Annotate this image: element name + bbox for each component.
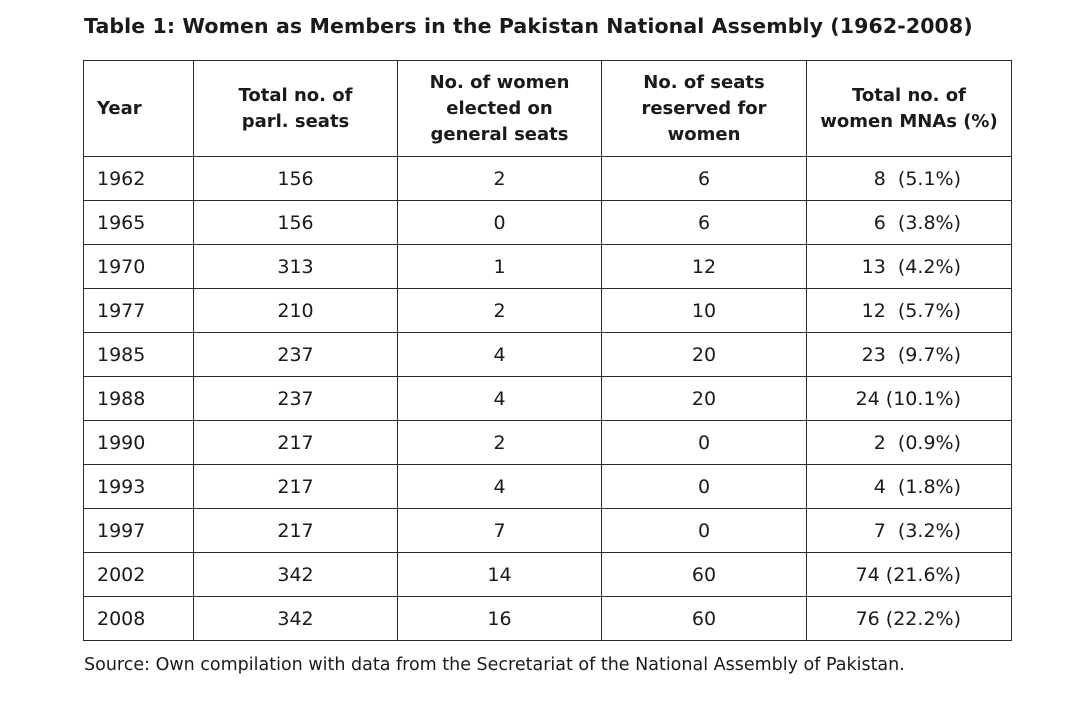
table-title: Table 1: Women as Members in the Pakista… [84,14,973,38]
cell-year: 1977 [83,288,194,333]
cell-total-seats: 217 [193,508,398,553]
table-row: 1993 217 4 0 4 (1.8%) [83,464,1012,509]
table-body: 1962 156 2 6 8 (5.1%) 1965 156 0 6 6 (3.8%) 1970 31… [83,156,1012,641]
cell-total-women: 24 (10.1%) [806,376,1012,421]
cell-reserved-seats: 60 [601,552,807,597]
cell-year: 1965 [83,200,194,245]
cell-total-women: 12 (5.7%) [806,288,1012,333]
table-row: 2002 342 14 60 74 (21.6%) [83,552,1012,597]
cell-year: 1985 [83,332,194,377]
cell-total-seats: 313 [193,244,398,289]
table-row: 1990 217 2 0 2 (0.9%) [83,420,1012,465]
cell-women-elected: 7 [397,508,602,553]
data-table: Year Total no. of parl. seats No. of wom… [83,60,1012,641]
cell-women-elected: 4 [397,332,602,377]
table-row: 1977 210 2 10 12 (5.7%) [83,288,1012,333]
cell-reserved-seats: 10 [601,288,807,333]
cell-total-women: 13 (4.2%) [806,244,1012,289]
cell-total-seats: 217 [193,464,398,509]
table-row: 1970 313 1 12 13 (4.2%) [83,244,1012,289]
cell-year: 1962 [83,156,194,201]
cell-women-elected: 14 [397,552,602,597]
cell-women-elected: 16 [397,596,602,641]
column-header-reserved-seats: No. of seats reserved for women [601,60,807,157]
cell-women-elected: 2 [397,420,602,465]
cell-total-seats: 210 [193,288,398,333]
cell-year: 1988 [83,376,194,421]
cell-total-seats: 237 [193,332,398,377]
table-row: 2008 342 16 60 76 (22.2%) [83,596,1012,641]
table-row: 1965 156 0 6 6 (3.8%) [83,200,1012,245]
column-header-women-elected: No. of women elected on general seats [397,60,602,157]
table-row: 1988 237 4 20 24 (10.1%) [83,376,1012,421]
cell-women-elected: 1 [397,244,602,289]
cell-women-elected: 0 [397,200,602,245]
cell-women-elected: 2 [397,156,602,201]
cell-reserved-seats: 12 [601,244,807,289]
header-row: Year Total no. of parl. seats No. of wom… [83,60,1012,157]
cell-total-women: 8 (5.1%) [806,156,1012,201]
cell-reserved-seats: 0 [601,508,807,553]
cell-reserved-seats: 60 [601,596,807,641]
cell-women-elected: 4 [397,376,602,421]
cell-reserved-seats: 6 [601,156,807,201]
cell-total-women: 7 (3.2%) [806,508,1012,553]
cell-year: 1970 [83,244,194,289]
table-row: 1997 217 7 0 7 (3.2%) [83,508,1012,553]
cell-total-seats: 237 [193,376,398,421]
cell-total-women: 74 (21.6%) [806,552,1012,597]
cell-total-seats: 156 [193,156,398,201]
cell-year: 2002 [83,552,194,597]
cell-total-seats: 342 [193,552,398,597]
cell-year: 1993 [83,464,194,509]
source-note: Source: Own compilation with data from t… [84,655,905,675]
table-row: 1962 156 2 6 8 (5.1%) [83,156,1012,201]
cell-total-women: 6 (3.8%) [806,200,1012,245]
cell-reserved-seats: 6 [601,200,807,245]
cell-year: 1990 [83,420,194,465]
cell-reserved-seats: 0 [601,464,807,509]
cell-reserved-seats: 0 [601,420,807,465]
cell-total-seats: 156 [193,200,398,245]
column-header-year: Year [83,60,194,157]
cell-total-seats: 217 [193,420,398,465]
cell-total-women: 2 (0.9%) [806,420,1012,465]
cell-total-women: 23 (9.7%) [806,332,1012,377]
column-header-total-women: Total no. of women MNAs (%) [806,60,1012,157]
cell-women-elected: 2 [397,288,602,333]
cell-total-women: 4 (1.8%) [806,464,1012,509]
cell-total-seats: 342 [193,596,398,641]
cell-women-elected: 4 [397,464,602,509]
cell-total-women: 76 (22.2%) [806,596,1012,641]
cell-year: 2008 [83,596,194,641]
column-header-total-seats: Total no. of parl. seats [193,60,398,157]
cell-year: 1997 [83,508,194,553]
cell-reserved-seats: 20 [601,332,807,377]
cell-reserved-seats: 20 [601,376,807,421]
table-row: 1985 237 4 20 23 (9.7%) [83,332,1012,377]
